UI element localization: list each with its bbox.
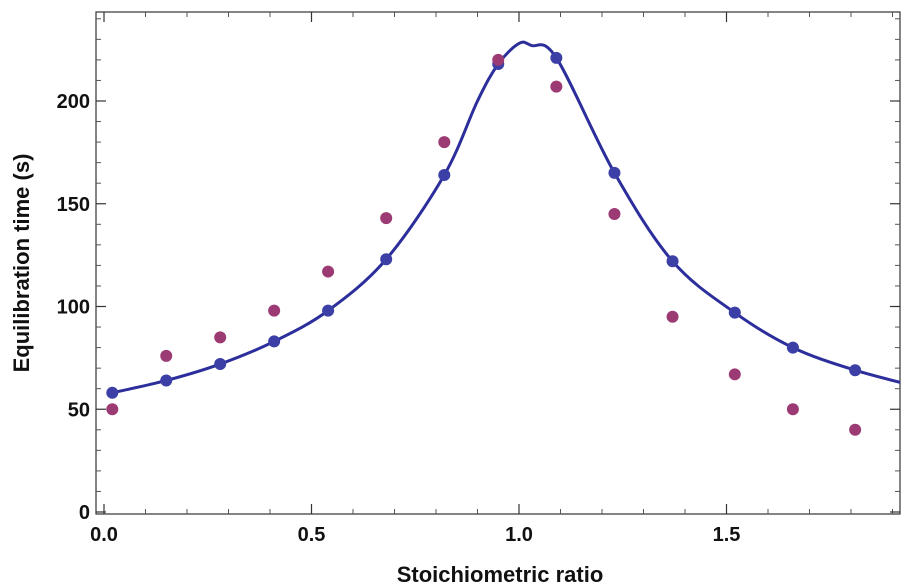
data-point-series-2 (666, 310, 679, 323)
data-point-series-2 (608, 208, 621, 221)
plot-area (106, 40, 900, 436)
y-tick-label: 0 (79, 502, 90, 524)
series (106, 40, 900, 436)
ticks (96, 12, 900, 514)
y-tick-label: 50 (68, 399, 90, 421)
y-axis-title: Equilibration time (s) (9, 154, 34, 373)
y-tick-label: 200 (57, 91, 90, 113)
plot-frame (95, 11, 901, 515)
data-point-series-1 (786, 341, 799, 354)
data-point-series-2 (550, 80, 563, 93)
data-point-series-2 (492, 53, 505, 66)
data-point-series-1 (214, 358, 227, 371)
x-tick-label: 1.5 (713, 524, 741, 546)
data-point-series-1 (322, 304, 335, 317)
data-point-series-1 (438, 168, 451, 181)
x-tick-label: 0.0 (90, 524, 118, 546)
data-point-series-1 (666, 255, 679, 268)
data-point-series-1 (160, 374, 173, 387)
data-point-series-2 (160, 349, 173, 362)
x-tick-label: 1.0 (505, 524, 533, 546)
data-point-series-2 (849, 423, 862, 436)
tick-labels: 0.0 0.5 1.0 1.5 0 50 100 150 200 (57, 91, 741, 546)
data-point-series-2 (438, 136, 451, 149)
data-point-series-1 (268, 335, 281, 348)
data-point-series-2 (322, 265, 335, 278)
data-point-series-2 (380, 212, 393, 225)
data-point-series-1 (849, 364, 862, 377)
data-point-series-2 (268, 304, 281, 317)
y-tick-label: 150 (57, 194, 90, 216)
y-tick-label: 100 (57, 297, 90, 319)
fit-curve (111, 40, 900, 395)
x-axis-title: Stoichiometric ratio (397, 562, 604, 586)
data-point-series-1 (728, 306, 741, 319)
data-point-series-1 (608, 166, 621, 179)
data-point-series-2 (106, 403, 119, 416)
data-point-series-1 (550, 51, 563, 64)
data-point-series-2 (786, 403, 799, 416)
data-point-series-1 (106, 386, 119, 399)
data-point-series-1 (380, 253, 393, 266)
x-tick-label: 0.5 (298, 524, 326, 546)
data-point-series-2 (214, 331, 227, 344)
data-point-series-2 (728, 368, 741, 381)
